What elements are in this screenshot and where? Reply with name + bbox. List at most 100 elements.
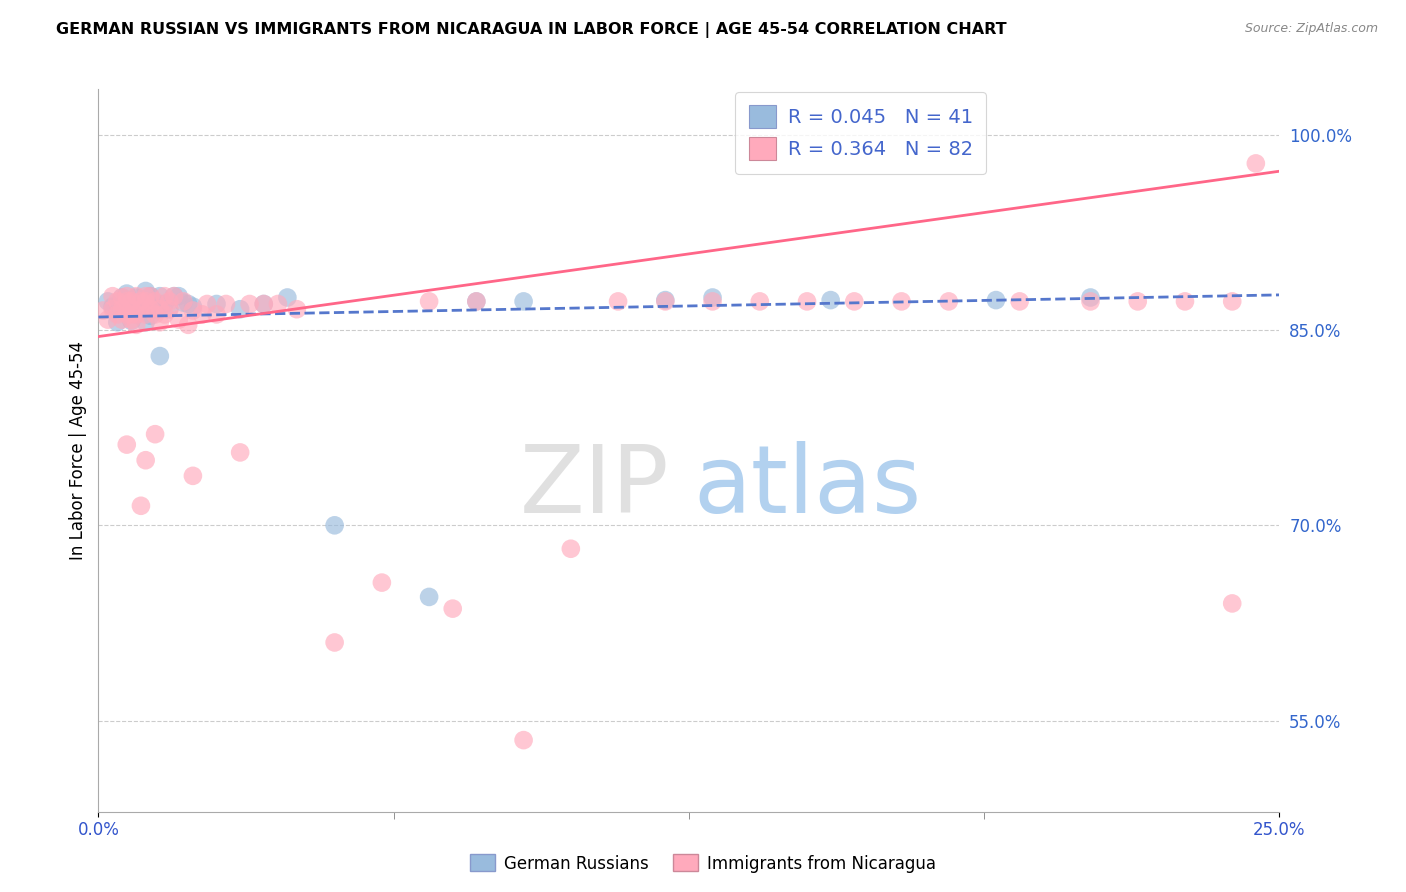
Point (748, 294, 770, 309)
Point (129, 297, 152, 311)
Point (153, 297, 176, 311)
Point (167, 289, 190, 303)
Point (149, 315, 172, 329)
Point (135, 307, 157, 321)
Point (143, 294, 166, 309)
Point (101, 289, 124, 303)
Point (135, 453, 157, 467)
Point (371, 575, 394, 590)
Point (938, 294, 960, 309)
Point (1174, 294, 1197, 309)
Point (181, 303, 204, 318)
Point (149, 349, 172, 363)
Point (276, 291, 298, 305)
Point (181, 468, 204, 483)
Point (984, 293, 1007, 307)
Point (153, 307, 176, 321)
Point (149, 289, 172, 303)
Point (135, 284, 157, 298)
Point (143, 295, 166, 310)
Point (129, 302, 152, 317)
Point (125, 307, 148, 321)
Point (101, 302, 124, 317)
Point (418, 294, 440, 309)
Point (129, 302, 152, 317)
Point (205, 307, 228, 321)
Point (1244, 156, 1267, 170)
Point (181, 300, 204, 314)
Point (135, 294, 157, 309)
Point (323, 635, 346, 649)
Point (796, 294, 818, 309)
Point (125, 307, 148, 321)
Point (105, 307, 128, 321)
Point (172, 295, 194, 310)
Point (121, 302, 143, 317)
Point (253, 297, 276, 311)
Point (121, 297, 143, 311)
Point (239, 297, 262, 311)
Point (820, 293, 842, 307)
Point (229, 302, 252, 317)
Point (129, 294, 152, 309)
Point (1080, 294, 1102, 309)
Point (105, 294, 128, 309)
Point (167, 312, 190, 326)
Point (153, 289, 176, 303)
Point (215, 297, 238, 311)
Point (465, 294, 488, 309)
Point (654, 293, 676, 307)
Legend: German Russians, Immigrants from Nicaragua: German Russians, Immigrants from Nicarag… (464, 847, 942, 880)
Point (195, 297, 218, 311)
Y-axis label: In Labor Force | Age 45-54: In Labor Force | Age 45-54 (69, 341, 87, 560)
Point (157, 294, 180, 309)
Point (115, 286, 138, 301)
Point (702, 291, 724, 305)
Point (512, 294, 534, 309)
Point (560, 541, 582, 556)
Point (163, 289, 186, 303)
Point (143, 307, 166, 321)
Point (105, 315, 128, 329)
Point (115, 300, 138, 314)
Point (121, 307, 143, 321)
Point (143, 427, 166, 442)
Point (97, 312, 120, 326)
Text: GERMAN RUSSIAN VS IMMIGRANTS FROM NICARAGUA IN LABOR FORCE | AGE 45-54 CORRELATI: GERMAN RUSSIAN VS IMMIGRANTS FROM NICARA… (56, 22, 1007, 38)
Point (111, 302, 134, 317)
Point (1220, 294, 1243, 309)
Point (157, 302, 180, 317)
Point (654, 294, 676, 309)
Text: atlas: atlas (693, 441, 921, 533)
Point (139, 289, 162, 303)
Point (441, 601, 464, 615)
Point (267, 297, 290, 311)
Point (1080, 291, 1102, 305)
Point (115, 289, 138, 303)
Point (101, 300, 124, 314)
Text: ZIP: ZIP (520, 441, 669, 533)
Point (157, 302, 180, 317)
Point (205, 297, 228, 311)
Point (115, 294, 138, 309)
Point (177, 318, 200, 332)
Legend: R = 0.045   N = 41, R = 0.364   N = 82: R = 0.045 N = 41, R = 0.364 N = 82 (735, 92, 986, 174)
Point (1126, 294, 1149, 309)
Point (418, 590, 440, 604)
Point (172, 294, 194, 309)
Point (702, 294, 724, 309)
Point (121, 294, 143, 309)
Point (91, 303, 114, 318)
Point (149, 302, 172, 317)
Point (111, 291, 134, 305)
Point (465, 294, 488, 309)
Point (135, 315, 157, 329)
Point (1008, 294, 1031, 309)
Point (253, 297, 276, 311)
Point (143, 302, 166, 317)
Point (115, 307, 138, 321)
Point (135, 289, 157, 303)
Point (97, 294, 120, 309)
Point (191, 307, 214, 321)
Point (139, 309, 162, 323)
